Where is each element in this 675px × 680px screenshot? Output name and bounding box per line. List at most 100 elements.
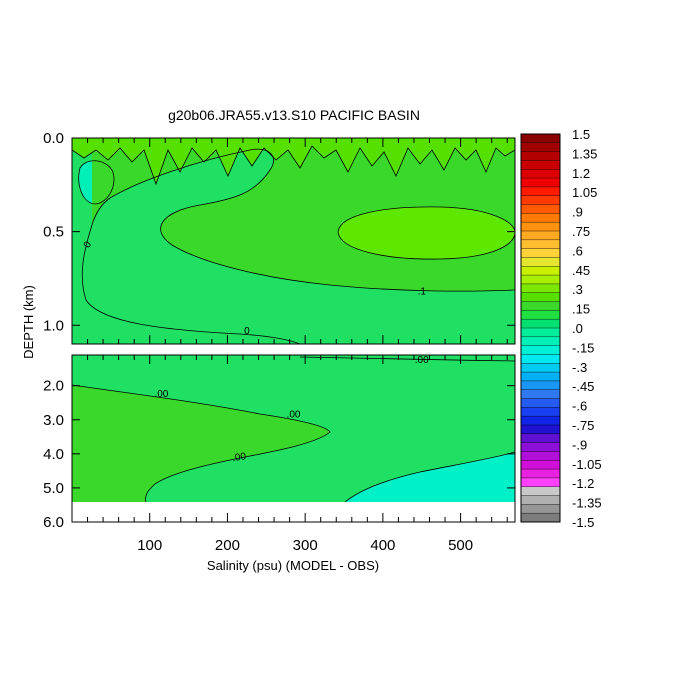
lower-y-tick-label: 5.0: [43, 480, 64, 497]
colorbar-label: .75: [572, 224, 590, 239]
chart-title: g20b06.JRA55.v13.S10 PACIFIC BASIN: [168, 107, 420, 123]
colorbar-swatch: [521, 186, 560, 197]
colorbar-label: -.9: [572, 437, 587, 452]
x-axis-label: Salinity (psu) (MODEL - OBS): [207, 558, 379, 573]
colorbar: 1.5 1.35 1.2 1.05 .9 .75 .6 .45 .3 .15 .0 -.15 -.3 -.…: [520, 127, 602, 530]
contour-label: .00: [231, 451, 247, 464]
colorbar-label: -.6: [572, 399, 587, 414]
x-tick-label: 200: [215, 537, 240, 554]
contour-labels: 0 .1 0 .00 .00 .00 .00: [82, 239, 429, 464]
upper-y-tick-label: 0.0: [43, 130, 64, 147]
contour-label: .1: [418, 287, 427, 298]
colorbar-swatch: [521, 380, 560, 391]
lower-contour-zero: [72, 384, 331, 503]
colorbar-frame: [520, 133, 561, 523]
colorbar-label: 1.2: [572, 166, 590, 181]
y-axis-label: DEPTH (km): [21, 285, 36, 359]
colorbar-swatch: [521, 469, 560, 479]
colorbar-label: -.15: [572, 340, 594, 355]
x-tick-label: 300: [293, 537, 318, 554]
upper-contour-core: [337, 206, 515, 260]
colorbar-swatch: [521, 257, 560, 267]
colorbar-swatch: [521, 513, 560, 523]
colorbar-label: .15: [572, 302, 590, 317]
colorbar-swatch: [521, 486, 560, 496]
upper-contour-deep-zero: [81, 224, 301, 344]
colorbar-label: 1.5: [572, 127, 590, 142]
colorbar-swatch: [521, 151, 560, 161]
lower-no-data-region: [72, 502, 515, 522]
colorbar-swatch: [521, 363, 560, 373]
lower-contour-top: [299, 356, 515, 362]
upper-panel-frame: [71, 137, 516, 345]
colorbar-swatch: [521, 425, 560, 435]
lower-y-ticks: 2.0 3.0 4.0 5.0 6.0: [43, 378, 515, 531]
colorbar-label: -.45: [572, 379, 594, 394]
colorbar-swatch: [521, 336, 560, 346]
colorbar-swatch: [521, 319, 560, 329]
colorbar-swatch: [521, 160, 560, 170]
lower-y-tick-label: 3.0: [43, 412, 64, 429]
colorbar-swatch: [521, 451, 560, 461]
colorbar-label: .9: [572, 205, 583, 220]
contour-label: .00: [287, 410, 301, 421]
colorbar-swatch: [521, 301, 560, 311]
colorbar-label: 1.05: [572, 185, 597, 200]
colorbar-label: -1.5: [572, 515, 594, 530]
colorbar-swatch: [521, 275, 560, 285]
colorbar-swatch: [521, 504, 560, 514]
colorbar-label: .3: [572, 282, 583, 297]
colorbar-swatch: [521, 178, 560, 188]
colorbar-swatch: [521, 398, 560, 408]
colorbar-swatch: [521, 134, 560, 144]
x-tick-label: 400: [370, 537, 395, 554]
lower-x-ticks: 100 200 300 400 500: [87, 355, 508, 554]
colorbar-swatch: [521, 195, 560, 205]
colorbar-label: -1.05: [572, 457, 602, 472]
contour-label: .00: [154, 389, 168, 400]
upper-contour-zero: [91, 148, 515, 292]
colorbar-swatch: [521, 433, 560, 443]
colorbar-swatch: [521, 407, 560, 417]
upper-positive-core: [338, 206, 515, 260]
colorbar-label: -.3: [572, 360, 587, 375]
colorbar-label: -1.2: [572, 476, 594, 491]
colorbar-swatch: [521, 231, 560, 241]
colorbar-swatch: [521, 372, 560, 382]
colorbar-swatch: [521, 495, 560, 505]
colorbar-swatch: [521, 354, 560, 364]
lower-contour-negative: [344, 451, 515, 503]
upper-contour-negative: [78, 160, 115, 205]
colorbar-swatch: [521, 222, 560, 232]
colorbar-label: .0: [572, 321, 583, 336]
lower-y-tick-label: 4.0: [43, 446, 64, 463]
colorbar-label: .45: [572, 263, 590, 278]
contour-label: 0: [244, 326, 250, 337]
lower-panel-frame: [71, 354, 516, 523]
colorbar-swatch: [521, 460, 560, 470]
upper-x-ticks: [87, 138, 508, 344]
x-tick-label: 100: [137, 537, 162, 554]
upper-y-tick-label: 0.5: [43, 224, 64, 241]
lower-positive-region: [72, 385, 330, 502]
lower-y-tick-label: 2.0: [43, 378, 64, 395]
colorbar-label: -.75: [572, 418, 594, 433]
upper-panel: 0.0 0.5 1.0: [43, 130, 516, 345]
colorbar-swatch: [521, 442, 560, 452]
lower-panel: 2.0 3.0 4.0 5.0 6.0 100 200 300 400 500: [43, 354, 516, 554]
colorbar-swatch: [521, 142, 560, 152]
colorbar-swatch: [521, 204, 560, 214]
colorbar-label: -1.35: [572, 496, 602, 511]
colorbar-swatch: [521, 213, 560, 223]
colorbar-label: .6: [572, 243, 583, 258]
colorbar-swatch: [521, 477, 560, 488]
colorbar-swatch: [521, 328, 560, 338]
upper-surface-variability: [72, 138, 515, 184]
colorbar-swatch: [521, 266, 560, 276]
colorbar-label: 1.35: [572, 146, 597, 161]
lower-y-tick-label: 6.0: [43, 514, 64, 531]
colorbar-swatch: [521, 345, 560, 355]
colorbar-swatch: [521, 283, 560, 294]
contour-label: .00: [415, 355, 429, 366]
